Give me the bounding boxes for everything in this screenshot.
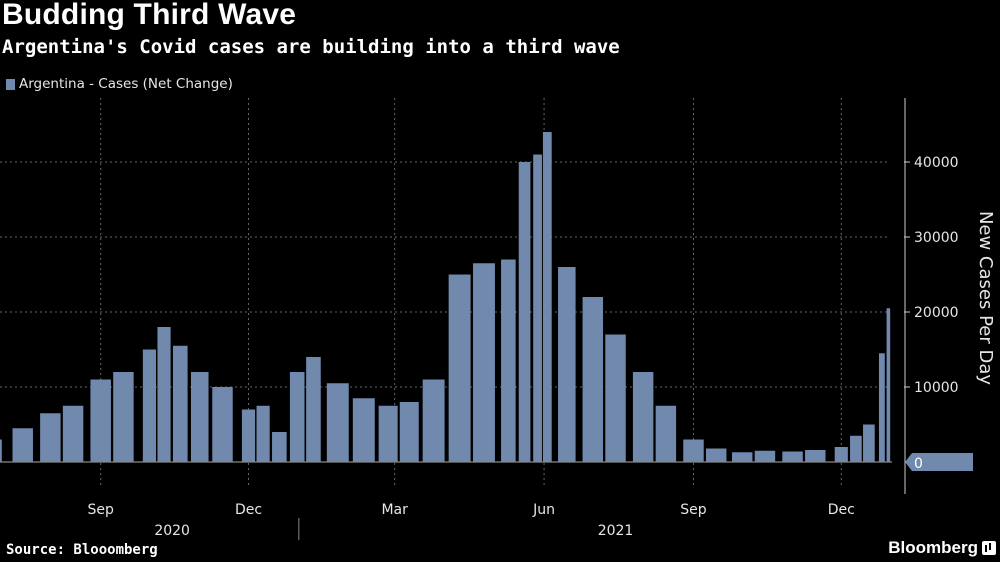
y-tick-label: 10000 [914,380,959,396]
bar [542,132,552,462]
bar [805,450,826,462]
bar [190,372,209,462]
bar [705,448,727,462]
bloomberg-chart-icon [982,541,996,555]
chart-subtitle: Argentina's Covid cases are building int… [2,36,620,58]
bar [518,162,531,462]
bar [40,413,61,462]
bar [212,387,233,462]
bar [12,428,33,462]
bar [157,327,171,462]
bar [501,259,516,462]
bar [605,334,626,462]
bar [886,308,891,462]
bar [289,372,305,462]
bar [533,154,542,462]
bar [142,349,156,462]
bar [90,379,111,462]
x-tick-label: Sep [87,502,114,518]
bar-series [0,132,891,462]
brand-name: Bloomberg [888,538,978,557]
bar [473,263,495,462]
bar [448,274,471,462]
bar [352,398,375,462]
x-tick-label: Dec [828,502,855,518]
chart-title: Budding Third Wave [2,0,297,31]
bar [422,379,445,462]
axes: Sep Dec Mar Jun Sep Dec 2020 2021 10000 20000 3000… [87,98,996,540]
bar [272,432,287,462]
legend-swatch [6,78,15,90]
year-label: 2021 [598,523,634,539]
bar [683,439,704,462]
x-tick-label: Jun [532,502,555,518]
bar [582,297,604,462]
y-tick-label: 30000 [914,230,959,246]
bar [782,451,803,462]
bar [632,372,654,462]
bar [399,402,419,462]
bar [731,452,753,462]
grid-lines [0,98,892,486]
bar [850,435,862,462]
legend: Argentina - Cases (Net Change) [6,76,233,92]
y-axis-title: New Cases Per Day [975,211,996,385]
bar [62,405,84,462]
bar [306,357,321,462]
x-tick-label: Mar [381,502,408,518]
bar [241,409,256,462]
bar [0,439,2,462]
bar [172,345,188,462]
bar [558,267,576,462]
bar [378,405,398,462]
x-tick-label: Sep [680,502,707,518]
bar [754,450,776,462]
bar [878,353,885,462]
brand-logo: Bloomberg [888,538,996,558]
x-tick-label: Dec [235,502,262,518]
bar [655,405,677,462]
y-tick-label: 40000 [914,155,959,171]
bar [863,424,875,462]
last-value-label: 0 [914,456,923,472]
y-tick-label: 20000 [914,305,959,321]
year-label: 2020 [154,523,190,539]
bar [113,372,134,462]
bar [834,447,848,462]
last-value-marker [905,453,973,471]
legend-label: Argentina - Cases (Net Change) [19,76,233,92]
source-note: Source: Blooomberg [6,542,158,558]
bar [326,383,349,462]
bar [256,405,270,462]
